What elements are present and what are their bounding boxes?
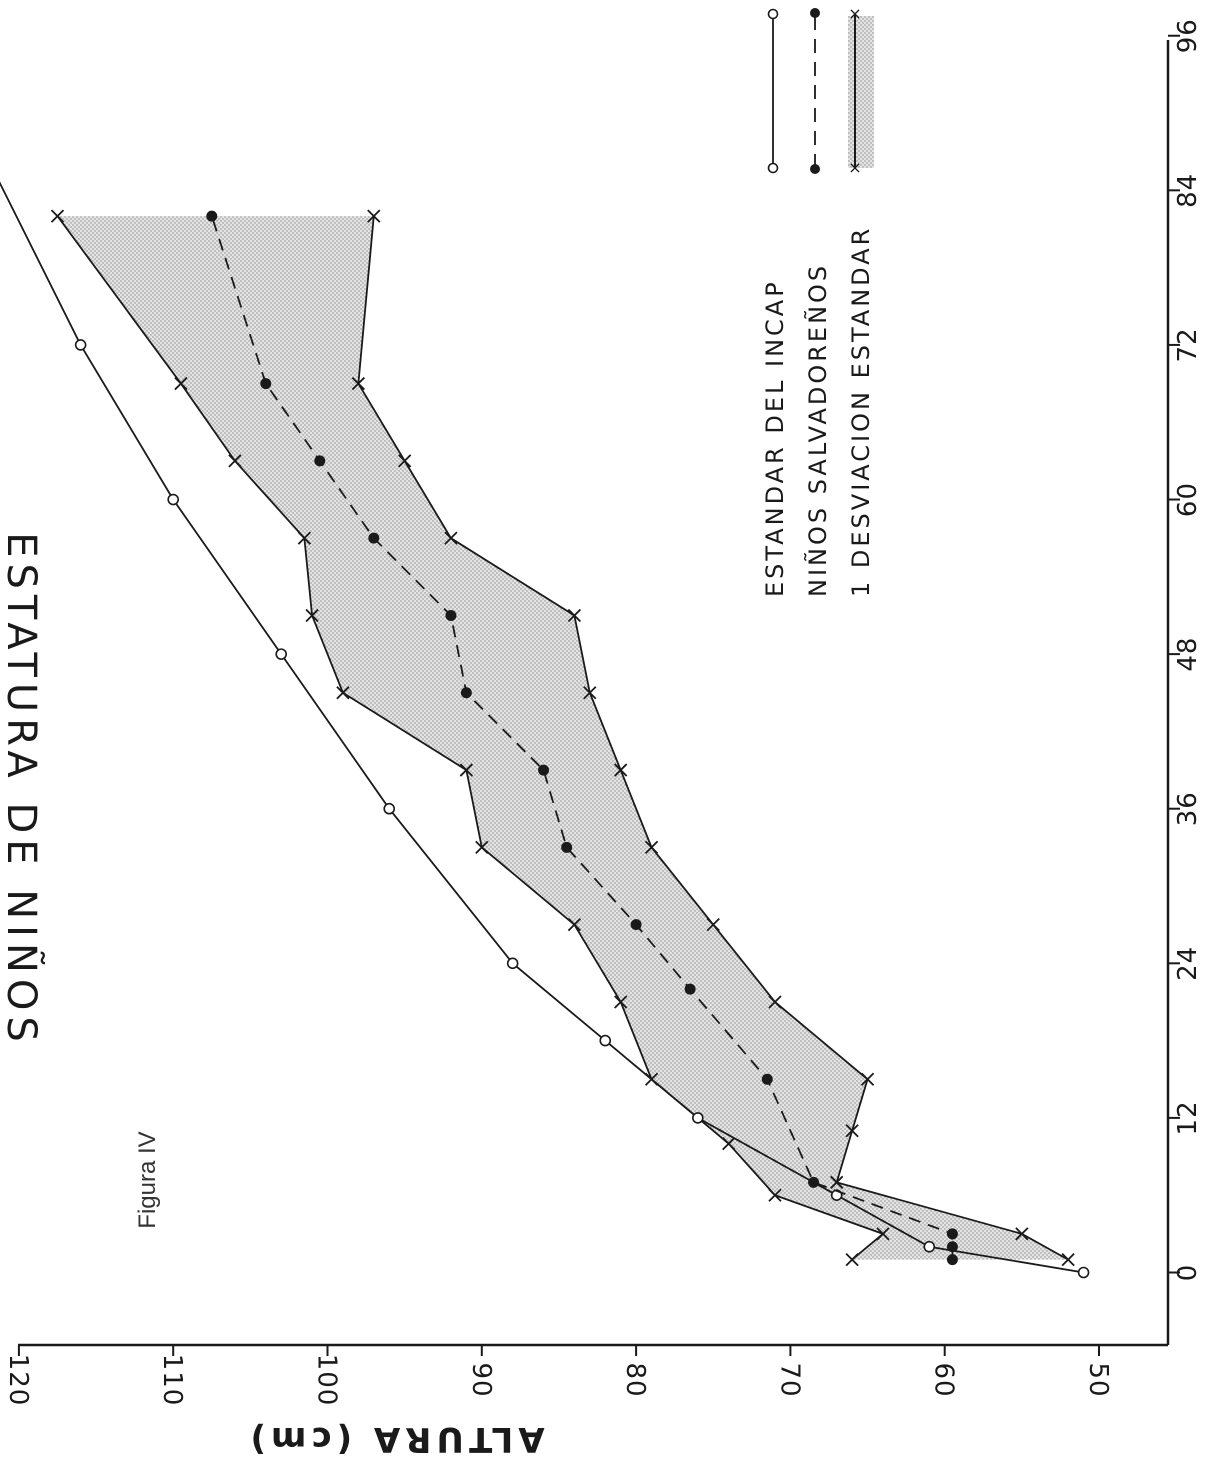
salvadorenos-point bbox=[538, 764, 550, 776]
incap-point bbox=[599, 1034, 612, 1047]
salvadorenos-point bbox=[761, 1073, 773, 1085]
legend-swatch-salvadorenos bbox=[810, 8, 820, 174]
x-tick-label: 12 bbox=[1173, 1100, 1203, 1135]
incap-point bbox=[692, 1112, 704, 1124]
y-tick-label: 120 bbox=[3, 1354, 33, 1407]
std-dev-x-marker bbox=[174, 376, 188, 391]
std-dev-x-marker bbox=[614, 995, 628, 1009]
legend-label-salvadorenos: NIÑOS SALVADOREÑOS bbox=[802, 263, 832, 597]
legend-label-std-dev: 1 DESVIACION ESTANDAR bbox=[847, 226, 875, 597]
salvadorenos-point bbox=[808, 1176, 820, 1188]
std-dev-x-marker bbox=[644, 840, 659, 854]
std-dev-x-marker bbox=[50, 209, 65, 223]
x-tick-label: 0 bbox=[1173, 1264, 1203, 1282]
std-dev-x-marker bbox=[444, 531, 458, 545]
chart-title: ESTATURA DE NIÑOS bbox=[0, 532, 46, 1048]
std-dev-x-marker bbox=[845, 1252, 859, 1267]
std-dev-x-marker bbox=[297, 531, 311, 545]
std-dev-x-marker bbox=[722, 1137, 736, 1151]
y-tick-label: 50 bbox=[1083, 1362, 1113, 1397]
x-tick-label: 24 bbox=[1173, 946, 1203, 981]
y-tick-label: 70 bbox=[774, 1362, 804, 1397]
std-dev-x-marker bbox=[768, 995, 782, 1009]
svg-text:×: × bbox=[848, 158, 861, 177]
std-dev-x-marker bbox=[876, 1227, 890, 1241]
y-tick-label: 80 bbox=[620, 1362, 650, 1397]
salvadorenos-point bbox=[260, 378, 272, 390]
salvadorenos-point bbox=[206, 210, 218, 222]
y-tick-label: 60 bbox=[929, 1362, 959, 1397]
salvadorenos-point bbox=[445, 609, 457, 621]
std-dev-x-marker bbox=[228, 454, 242, 468]
std-dev-x-marker bbox=[845, 1124, 859, 1138]
y-tick-label: 100 bbox=[312, 1354, 342, 1407]
salvadorenos-point bbox=[314, 455, 326, 467]
std-dev-x-marker bbox=[583, 686, 597, 700]
std-dev-x-marker bbox=[367, 209, 381, 223]
salvadorenos-point bbox=[946, 1241, 958, 1253]
salvadorenos-point bbox=[946, 1228, 958, 1240]
std-dev-x-marker bbox=[830, 1175, 844, 1189]
std-dev-x-marker bbox=[459, 763, 474, 777]
salvadorenos-point bbox=[684, 983, 696, 995]
std-dev-x-marker bbox=[305, 608, 319, 623]
incap-point bbox=[167, 493, 179, 506]
std-dev-x-marker bbox=[398, 454, 412, 468]
y-tick-label: 110 bbox=[157, 1354, 187, 1407]
figure-label: Figura IV bbox=[134, 1131, 161, 1228]
std-dev-x-marker bbox=[706, 918, 720, 932]
legend-label-incap: ESTANDAR DEL INCAP bbox=[761, 279, 789, 597]
incap-point bbox=[383, 802, 396, 815]
y-axis-title: ALTURA (cm) bbox=[245, 1419, 544, 1459]
salvadorenos-point bbox=[561, 841, 573, 853]
std-dev-x-marker bbox=[567, 918, 582, 932]
std-dev-x-marker bbox=[1061, 1252, 1075, 1267]
salvadorenos-point bbox=[460, 687, 472, 699]
std-dev-x-marker bbox=[614, 763, 628, 777]
x-tick-label: 60 bbox=[1173, 482, 1203, 517]
std-dev-x-marker bbox=[475, 840, 489, 854]
x-tick-label: 48 bbox=[1173, 637, 1203, 672]
incap-point bbox=[506, 957, 519, 970]
std-dev-x-marker bbox=[860, 1072, 875, 1086]
incap-point bbox=[923, 1240, 936, 1253]
x-ticks: 0 12 24 36 48 60 72 84 96 bbox=[1168, 18, 1203, 1281]
std-dev-x-marker bbox=[567, 608, 582, 623]
legend-swatch-incap bbox=[767, 8, 779, 174]
std-dev-x-marker bbox=[336, 686, 350, 700]
x-tick-label: 96 bbox=[1173, 18, 1203, 53]
salvadorenos-point bbox=[946, 1254, 958, 1266]
incap-point bbox=[74, 339, 87, 351]
x-tick-label: 84 bbox=[1173, 173, 1203, 208]
series-layer bbox=[0, 181, 1090, 1279]
salvadorenos-point bbox=[630, 919, 642, 931]
std-dev-x-marker bbox=[351, 376, 365, 391]
x-tick-label: 36 bbox=[1173, 791, 1203, 826]
incap-point bbox=[1077, 1266, 1090, 1279]
std-dev-band bbox=[50, 209, 1075, 1267]
std-dev-band-fill bbox=[57, 216, 1069, 1260]
incap-point bbox=[275, 648, 288, 660]
legend-swatch-band: × × bbox=[848, 4, 874, 177]
y-tick-label: 90 bbox=[466, 1362, 496, 1397]
legend: × × ESTANDAR DEL INCAP NIÑOS SALVADOREÑO… bbox=[761, 4, 875, 597]
salvadorenos-point bbox=[368, 532, 380, 544]
std-dev-x-marker bbox=[768, 1188, 782, 1202]
y-ticks: 50 60 70 80 90 100 110 120 bbox=[3, 1345, 1113, 1406]
x-tick-label: 72 bbox=[1173, 327, 1203, 362]
svg-text:×: × bbox=[848, 4, 861, 23]
std-dev-x-marker bbox=[1015, 1227, 1029, 1241]
